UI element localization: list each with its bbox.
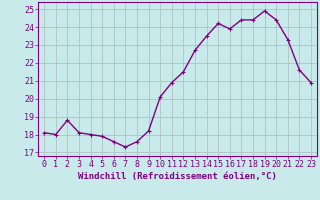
X-axis label: Windchill (Refroidissement éolien,°C): Windchill (Refroidissement éolien,°C) [78, 172, 277, 181]
